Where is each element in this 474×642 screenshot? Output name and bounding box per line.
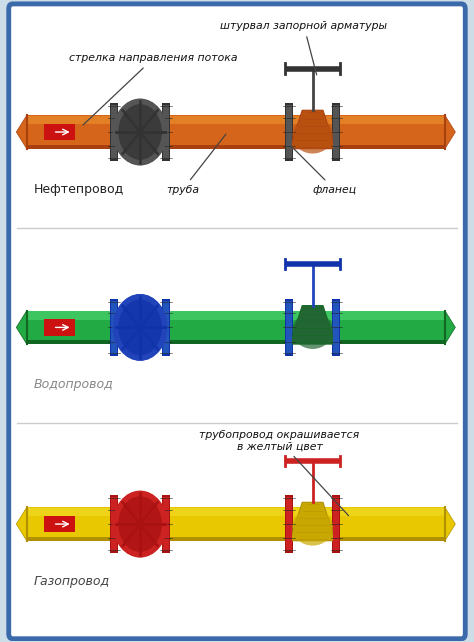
- Ellipse shape: [137, 128, 143, 135]
- Polygon shape: [445, 311, 456, 344]
- Bar: [333, 497, 339, 551]
- Ellipse shape: [137, 324, 143, 331]
- Bar: [27, 116, 445, 149]
- Bar: [285, 299, 293, 356]
- FancyBboxPatch shape: [9, 4, 465, 639]
- Ellipse shape: [137, 521, 143, 528]
- Text: штурвал запорной арматуры: штурвал запорной арматуры: [220, 21, 388, 75]
- Ellipse shape: [292, 312, 333, 349]
- Polygon shape: [16, 507, 27, 541]
- Bar: [110, 495, 118, 553]
- Bar: [27, 311, 445, 320]
- Polygon shape: [16, 116, 27, 149]
- Bar: [285, 103, 293, 161]
- Text: стрелка направления потока: стрелка направления потока: [69, 53, 238, 125]
- Bar: [44, 319, 75, 336]
- Bar: [333, 105, 339, 159]
- Bar: [44, 516, 75, 532]
- Polygon shape: [445, 116, 456, 149]
- Bar: [333, 300, 339, 354]
- Ellipse shape: [116, 101, 164, 162]
- Polygon shape: [445, 507, 456, 541]
- Ellipse shape: [116, 297, 164, 358]
- Bar: [111, 105, 117, 159]
- Bar: [111, 497, 117, 551]
- Bar: [286, 105, 292, 159]
- Ellipse shape: [292, 117, 333, 153]
- Bar: [44, 124, 75, 141]
- Polygon shape: [290, 502, 335, 541]
- Text: труба: труба: [166, 134, 226, 195]
- Ellipse shape: [114, 491, 166, 557]
- Text: Водопровод: Водопровод: [34, 378, 114, 391]
- Bar: [110, 299, 118, 356]
- Bar: [27, 311, 445, 340]
- Bar: [27, 116, 445, 125]
- Bar: [162, 103, 170, 161]
- Ellipse shape: [114, 294, 166, 361]
- Polygon shape: [290, 306, 335, 344]
- Ellipse shape: [292, 509, 333, 546]
- Polygon shape: [290, 110, 335, 149]
- Bar: [286, 497, 292, 551]
- Bar: [332, 299, 340, 356]
- Text: фланец: фланец: [292, 147, 357, 195]
- Text: Нефтепровод: Нефтепровод: [34, 183, 124, 196]
- Bar: [332, 495, 340, 553]
- Ellipse shape: [116, 494, 164, 555]
- Bar: [27, 116, 445, 145]
- Bar: [285, 495, 293, 553]
- Ellipse shape: [114, 99, 166, 165]
- Polygon shape: [16, 311, 27, 344]
- Text: трубопровод окрашивается
в желтый цвет: трубопровод окрашивается в желтый цвет: [200, 430, 360, 516]
- Bar: [163, 300, 169, 354]
- Bar: [286, 300, 292, 354]
- Bar: [162, 299, 170, 356]
- Bar: [163, 497, 169, 551]
- Text: Газопровод: Газопровод: [34, 575, 110, 588]
- Bar: [27, 507, 445, 537]
- Bar: [162, 495, 170, 553]
- Bar: [110, 103, 118, 161]
- Bar: [27, 508, 445, 516]
- Bar: [163, 105, 169, 159]
- Bar: [332, 103, 340, 161]
- Bar: [27, 507, 445, 541]
- Bar: [27, 311, 445, 344]
- Bar: [111, 300, 117, 354]
